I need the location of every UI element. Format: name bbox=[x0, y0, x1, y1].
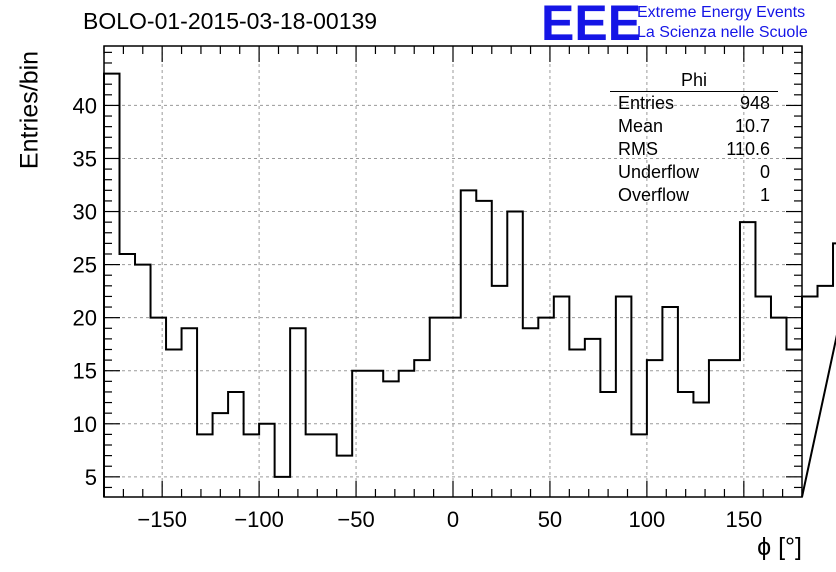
x-tick-label: −100 bbox=[234, 507, 284, 532]
y-tick-label: 10 bbox=[73, 412, 97, 437]
stats-value: 110.6 bbox=[726, 139, 770, 159]
x-tick-label: 50 bbox=[538, 507, 562, 532]
stats-label: Overflow bbox=[618, 185, 690, 205]
x-tick-label: 0 bbox=[447, 507, 459, 532]
stats-value: 948 bbox=[739, 93, 770, 113]
y-tick-label: 20 bbox=[73, 306, 97, 331]
stats-title: Phi bbox=[610, 70, 778, 92]
logo-line-2: La Scienza nelle Scuole bbox=[637, 24, 808, 41]
stats-label: Underflow bbox=[618, 162, 700, 182]
tick-labels: −150 −100 −50 0 50 100 150 5 10 15 20 25 30 35 40 bbox=[73, 93, 763, 532]
y-tick-label: 35 bbox=[73, 146, 97, 171]
stats-value: 0 bbox=[759, 162, 770, 182]
stats-row-entries: Entries 948 bbox=[610, 92, 778, 115]
y-tick-label: 15 bbox=[73, 359, 97, 384]
eee-logo: EEE bbox=[541, 0, 642, 51]
y-tick-label: 5 bbox=[85, 465, 97, 490]
stats-row-overflow: Overflow 1 bbox=[610, 184, 778, 207]
y-tick-label: 30 bbox=[73, 200, 97, 225]
stats-row-rms: RMS 110.6 bbox=[610, 138, 778, 161]
ticks bbox=[103, 46, 803, 497]
logo-line-1: Extreme Energy Events bbox=[637, 4, 806, 21]
y-tick-label: 40 bbox=[73, 93, 97, 118]
stats-label: Mean bbox=[618, 116, 664, 136]
x-tick-label: 100 bbox=[629, 507, 666, 532]
stats-value: 1 bbox=[759, 185, 770, 205]
x-tick-label: −150 bbox=[137, 507, 187, 532]
x-tick-label: −50 bbox=[337, 507, 374, 532]
x-axis-label: ϕ [°] bbox=[757, 533, 802, 561]
stats-row-mean: Mean 10.7 bbox=[610, 115, 778, 138]
y-tick-label: 25 bbox=[73, 253, 97, 278]
histogram-outline bbox=[103, 72, 836, 498]
x-tick-label: 150 bbox=[725, 507, 762, 532]
stats-label: RMS bbox=[618, 139, 658, 159]
y-axis-label: Entries/bin bbox=[15, 50, 44, 170]
stats-row-underflow: Underflow 0 bbox=[610, 161, 778, 184]
stats-label: Entries bbox=[618, 93, 675, 113]
stats-box: Phi Entries 948 Mean 10.7 RMS 110.6 Unde… bbox=[610, 70, 778, 207]
stats-value: 10.7 bbox=[734, 116, 770, 136]
chart-title: BOLO-01-2015-03-18-00139 bbox=[83, 8, 378, 34]
histogram-line bbox=[103, 72, 836, 498]
